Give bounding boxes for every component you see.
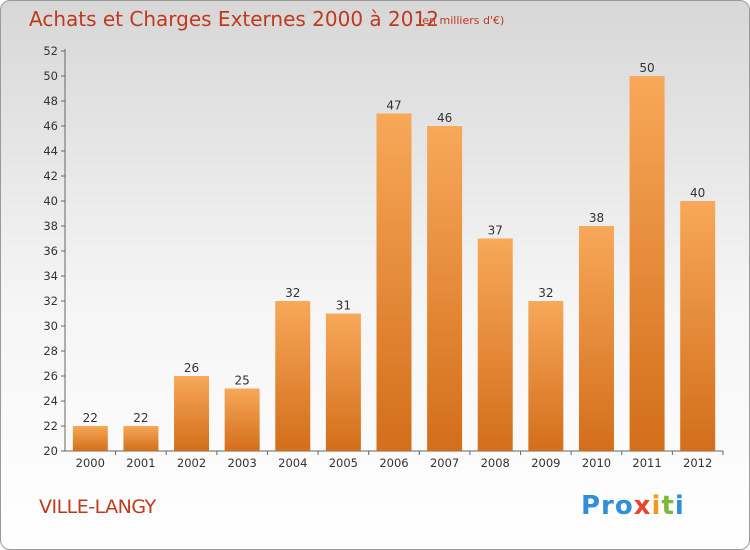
chart-subtitle: (en milliers d'€) [418,14,505,27]
data-label: 40 [690,186,705,200]
value-labels: 22 22 26 25 32 31 47 46 37 32 38 50 40 [83,61,706,425]
data-label: 50 [639,61,654,75]
bar [72,426,108,451]
y-tick-label: 44 [43,144,58,158]
x-tick-label: 2011 [632,456,661,470]
y-tick-label: 42 [43,169,58,183]
logo-part: x [633,491,652,521]
x-tick-label: 2000 [76,456,105,470]
bar [224,388,260,451]
y-tick-label: 46 [43,119,58,133]
y-tick-label: 26 [43,369,58,383]
logo-part: t [661,491,675,521]
bar [427,126,463,451]
x-tick-label: 2010 [582,456,611,470]
chart-title: Achats et Charges Externes 2000 à 2012 [29,7,439,31]
bar [325,313,361,451]
logo-part: i [674,491,685,521]
data-label: 38 [589,211,604,225]
data-label: 46 [437,111,452,125]
y-tick-label: 20 [43,444,58,458]
x-tick-label: 2007 [430,456,459,470]
commune-name: VILLE-LANGY [39,496,156,518]
data-label: 22 [83,411,98,425]
data-label: 25 [235,374,250,388]
bar [578,226,614,451]
data-label: 37 [488,224,503,238]
x-tick-label: 2012 [683,456,712,470]
logo-part: Pro [581,491,634,521]
bar [629,76,665,451]
x-tick-label: 2009 [531,456,560,470]
y-tick-label: 32 [43,294,58,308]
y-tick-label: 48 [43,94,58,108]
y-tick-label: 36 [43,244,58,258]
logo-part: i [651,491,662,521]
x-tick-label: 2002 [177,456,206,470]
y-tick-label: 50 [43,69,58,83]
bars [72,76,716,451]
bar [528,301,564,451]
y-tick-label: 22 [43,419,58,433]
proxiti-logo[interactable]: Proxiti [581,491,685,521]
bar [174,376,210,451]
bar [376,113,412,451]
x-tick-label: 2004 [278,456,307,470]
data-label: 47 [386,99,401,113]
y-tick-label: 52 [43,44,58,58]
x-tick-label: 2001 [126,456,155,470]
y-tick-label: 24 [43,394,58,408]
y-tick-label: 34 [43,269,58,283]
data-label: 32 [285,286,300,300]
y-tick-label: 38 [43,219,58,233]
x-tick-label: 2005 [329,456,358,470]
data-label: 32 [538,286,553,300]
bar [275,301,311,451]
axes: 20 22 24 26 28 30 32 34 36 38 40 42 44 46 48 50 52 2000 20… [43,44,724,470]
bar [680,201,716,451]
bar [123,426,159,451]
data-label: 22 [133,411,148,425]
data-label: 31 [336,299,351,313]
x-tick-label: 2006 [379,456,408,470]
x-tick-label: 2003 [228,456,257,470]
y-tick-label: 40 [43,194,58,208]
y-tick-label: 28 [43,344,58,358]
bar [477,238,513,451]
y-tick-label: 30 [43,319,58,333]
x-tick-label: 2008 [481,456,510,470]
data-label: 26 [184,361,199,375]
